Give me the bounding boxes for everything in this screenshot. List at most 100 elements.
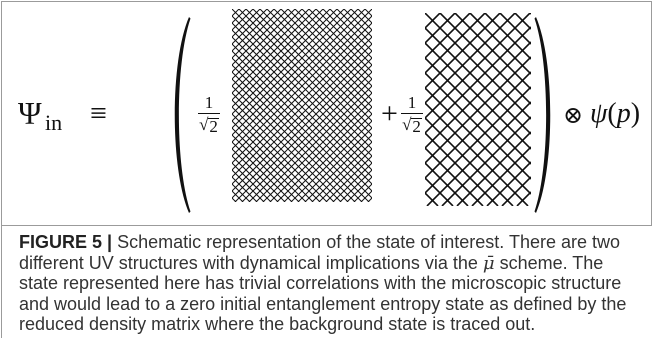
lattice-line	[360, 190, 372, 202]
lattice-line	[425, 56, 531, 164]
lattice-line	[232, 85, 349, 202]
lattice-line	[232, 78, 356, 202]
lattice-line	[516, 191, 531, 206]
caption-text: reduced density matrix where the backgro…	[19, 314, 536, 334]
lattice-line	[367, 197, 372, 202]
lattice-line	[346, 176, 372, 202]
figure-label: FIGURE 5 |	[19, 232, 113, 252]
lattice-line	[232, 9, 317, 94]
figure-panel: Ψ in ≡ 1 √ 2 + 1 √ 2	[1, 1, 652, 226]
radical-sign: √	[199, 115, 209, 134]
lattice-line	[311, 141, 372, 202]
lattice-line	[425, 71, 531, 179]
lattice-line	[425, 41, 531, 149]
lattice-line	[486, 161, 531, 206]
coarse-lattice-structure	[425, 13, 531, 206]
lattice-line	[425, 132, 499, 206]
lattice-line	[232, 9, 352, 129]
lattice-line	[232, 9, 331, 108]
lattice-line	[232, 9, 372, 150]
caption-line-4: and would lead to a zero initial entangl…	[19, 294, 626, 315]
first-coefficient-fraction: 1 √ 2	[197, 93, 221, 136]
caption-text: and would lead to a zero initial entangl…	[19, 293, 627, 314]
right-big-parenthesis	[534, 17, 551, 213]
lattice-line	[425, 13, 531, 119]
lattice-line	[425, 147, 484, 206]
momentum-argument: p	[616, 98, 631, 129]
lattice-line	[232, 9, 275, 52]
lattice-line	[232, 9, 345, 122]
lattice-line	[425, 13, 456, 44]
lattice-line	[232, 9, 303, 80]
lattice-line	[232, 190, 244, 202]
lattice-line	[232, 9, 268, 45]
lattice-line	[425, 102, 529, 206]
left-parenthesis-shape	[174, 17, 191, 213]
lattice-line	[283, 113, 372, 202]
lattice-line	[426, 101, 531, 206]
lattice-line	[241, 71, 372, 202]
lattice-line	[325, 155, 372, 202]
lattice-line	[339, 169, 372, 202]
lattice-line	[232, 9, 310, 87]
lattice-line	[232, 106, 328, 202]
radicand: 2	[208, 117, 219, 136]
lattice-line	[318, 148, 372, 202]
lattice-line	[425, 13, 486, 74]
caption-line-3: state represented here has trivial corre…	[19, 273, 626, 294]
lattice-line	[232, 9, 282, 59]
lattice-line	[471, 146, 531, 206]
lattice-line	[232, 15, 372, 157]
lattice-line	[441, 116, 531, 206]
caption-text: state represented here has trivial corre…	[19, 273, 622, 293]
lattice-line	[425, 13, 501, 89]
fraction-numerator: 1	[407, 93, 417, 112]
lattice-line	[304, 134, 372, 202]
lattice-line	[425, 177, 454, 206]
lattice-line	[456, 131, 531, 206]
lattice-line	[232, 29, 372, 171]
lattice-line	[232, 43, 372, 185]
lattice-line	[232, 148, 286, 202]
state-subscript: in	[45, 110, 63, 135]
lattice-line	[232, 9, 338, 115]
lattice-line	[276, 106, 372, 202]
lattice-line	[232, 9, 254, 31]
radicand: 2	[411, 117, 422, 136]
fraction-numerator: 1	[204, 93, 214, 112]
lattice-line	[232, 9, 324, 101]
caption-line-1: FIGURE 5 | Schematic representation of t…	[19, 232, 626, 253]
plus-sign: +	[381, 97, 398, 130]
caption-line-2: different UV structures with dynamical i…	[19, 253, 626, 274]
lattice-line	[232, 9, 289, 66]
figure-caption: FIGURE 5 | Schematic representation of t…	[19, 232, 626, 335]
lattice-line	[232, 9, 240, 17]
open-paren: (	[607, 98, 617, 129]
lattice-line	[232, 99, 335, 202]
lattice-line	[425, 192, 439, 206]
fraction-denominator: √ 2	[402, 115, 422, 136]
lattice-line	[425, 13, 441, 29]
lattice-line	[232, 120, 314, 202]
fraction-bar	[198, 113, 220, 114]
fine-lattice-structure	[232, 9, 372, 202]
caption-text: different UV structures with dynamical i…	[19, 252, 478, 273]
lattice-line	[290, 120, 372, 202]
lattice-line	[232, 141, 293, 202]
lattice-line	[425, 13, 516, 104]
equivalence-sign: ≡	[90, 97, 107, 130]
left-big-parenthesis	[174, 17, 191, 213]
lattice-line	[353, 183, 372, 202]
lattice-line	[232, 127, 307, 202]
tensor-product-sign: ⊗	[563, 101, 584, 129]
lattice-line	[232, 169, 265, 202]
lattice-line	[501, 176, 531, 206]
lattice-line	[232, 183, 251, 202]
lattice-line	[232, 36, 372, 178]
fraction-bar	[401, 113, 423, 114]
radical-sign: √	[402, 115, 412, 134]
lattice-line	[232, 9, 366, 143]
lattice-line	[232, 9, 359, 136]
lattice-line	[232, 9, 261, 38]
